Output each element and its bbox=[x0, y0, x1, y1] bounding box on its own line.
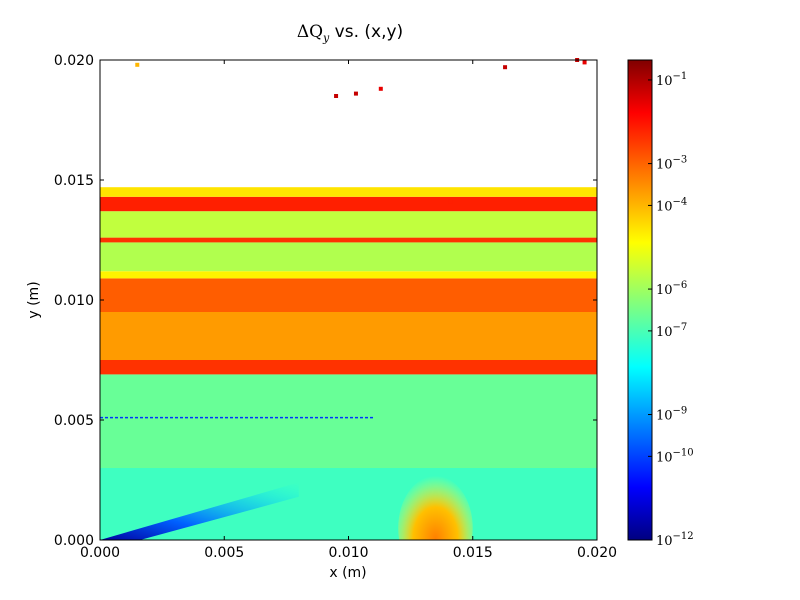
scatter-point bbox=[334, 94, 339, 98]
x-axis-label: x (m) bbox=[329, 565, 366, 581]
colorbar-tick-label: 10−3 bbox=[656, 155, 687, 173]
y-tick-label: 0.020 bbox=[54, 53, 94, 69]
title-symbol: ΔQ bbox=[296, 22, 324, 42]
x-tick-label: 0.010 bbox=[328, 545, 368, 561]
heatmap-band bbox=[100, 211, 597, 238]
heatmap-band bbox=[100, 278, 597, 312]
y-tick-label: 0.015 bbox=[54, 173, 94, 189]
colorbar-tick-label: 10−10 bbox=[656, 447, 694, 465]
heatmap-band bbox=[100, 187, 597, 197]
x-tick-label: 0.015 bbox=[453, 545, 493, 561]
y-tick-label: 0.000 bbox=[54, 533, 94, 549]
y-tick-label: 0.010 bbox=[54, 293, 94, 309]
x-tick-label: 0.005 bbox=[204, 545, 244, 561]
scatter-point bbox=[378, 86, 383, 91]
heatmap-band bbox=[100, 271, 597, 279]
colorbar bbox=[627, 59, 653, 541]
title-subscript: y bbox=[323, 31, 330, 45]
x-tick-label: 0.000 bbox=[80, 545, 120, 561]
x-axis: 0.000 0.005 0.010 0.015 0.020 bbox=[80, 60, 617, 561]
scatter-point bbox=[448, 199, 453, 204]
scatter-point bbox=[503, 65, 508, 70]
heatmap-diagonal-feature bbox=[100, 482, 299, 540]
heatmap-band bbox=[100, 312, 597, 360]
scatter-point bbox=[582, 60, 587, 65]
heatmap-band bbox=[100, 360, 597, 375]
heatmap-band bbox=[100, 237, 597, 243]
heatmap-band bbox=[100, 374, 597, 468]
scatter-point bbox=[353, 91, 358, 96]
colorbar-ticks: 10−1 10−3 10−4 10−6 10−7 10−9 10−10 10−12 bbox=[648, 71, 694, 549]
heatmap-band bbox=[100, 196, 597, 212]
scatter-layer bbox=[135, 58, 587, 204]
colorbar-tick-label: 10−4 bbox=[656, 196, 687, 214]
colorbar-tick-label: 10−12 bbox=[656, 531, 694, 549]
chart-title: ΔQy vs. (x,y) bbox=[0, 22, 700, 44]
heatmap-arc-feature bbox=[398, 475, 473, 540]
scatter-point bbox=[135, 62, 140, 67]
y-axis: 0.000 0.005 0.010 0.015 0.020 bbox=[54, 53, 597, 549]
title-rest: vs. (x,y) bbox=[329, 22, 404, 42]
heatmap-band bbox=[100, 242, 597, 272]
colorbar-tick-label: 10−1 bbox=[656, 71, 687, 89]
x-tick-label: 0.020 bbox=[577, 545, 617, 561]
colorbar-tick-label: 10−6 bbox=[656, 280, 687, 298]
y-axis-label: y (m) bbox=[26, 281, 42, 318]
plot-area bbox=[100, 187, 597, 540]
colorbar-tick-label: 10−7 bbox=[656, 322, 687, 340]
y-tick-label: 0.005 bbox=[54, 413, 94, 429]
colorbar-tick-label: 10−9 bbox=[656, 406, 687, 424]
